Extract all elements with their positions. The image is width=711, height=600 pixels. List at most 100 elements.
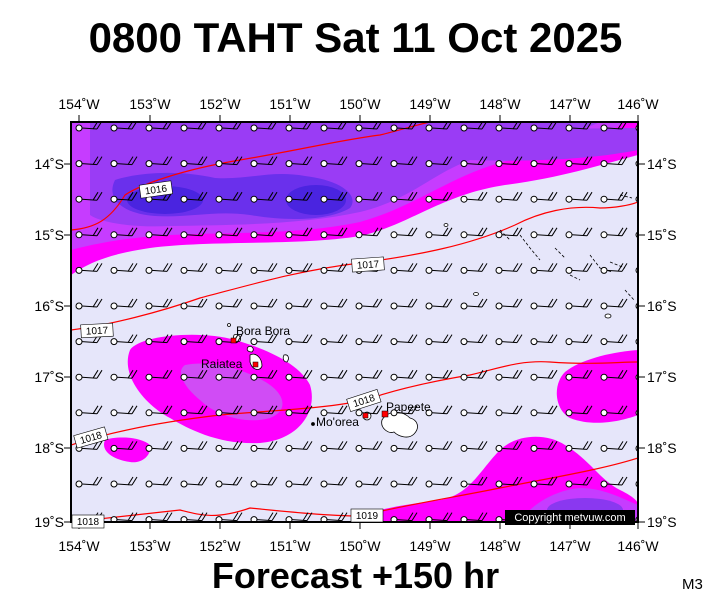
barb-feather — [341, 156, 348, 165]
wind-barb — [390, 441, 418, 452]
barb-station — [495, 231, 503, 239]
barb-feather — [127, 298, 134, 308]
barb-staff — [326, 412, 343, 415]
barb-station — [495, 444, 503, 452]
barb-station — [320, 231, 328, 239]
barb-feather — [411, 263, 418, 272]
barb-staff — [221, 234, 238, 237]
wind-barb — [425, 441, 453, 452]
barb-feather — [586, 263, 593, 272]
barb-feather — [481, 476, 488, 486]
barb-feather — [197, 227, 204, 237]
wind-barb — [425, 334, 453, 346]
barb-staff — [466, 412, 483, 415]
barb-staff — [186, 163, 203, 166]
wind-barb — [285, 156, 313, 168]
barb-feather — [617, 405, 624, 415]
barb-staff — [256, 412, 273, 415]
barb-station — [250, 160, 258, 168]
barb-station — [530, 480, 538, 488]
barb-feather — [512, 263, 519, 272]
barb-feather — [477, 369, 484, 379]
barb-feather — [197, 191, 204, 201]
barb-feather — [376, 156, 383, 165]
barb-feather — [653, 335, 658, 343]
barb-station — [285, 409, 293, 417]
barb-staff — [571, 447, 588, 450]
barb-staff — [431, 163, 448, 166]
wind-barb — [600, 156, 628, 168]
barb-staff — [501, 269, 518, 272]
wind-barb — [250, 263, 278, 274]
wind-barb — [110, 298, 138, 310]
wind-barb — [320, 191, 348, 203]
barb-feather — [127, 334, 134, 343]
wind-barb — [530, 263, 558, 274]
barb-staff — [501, 127, 518, 130]
barb-feather — [586, 156, 593, 165]
barb-feather — [582, 263, 589, 272]
barb-feather — [131, 405, 138, 415]
isobar-1019 — [71, 457, 638, 522]
barb-staff — [291, 234, 308, 237]
bora-bora-marker — [230, 337, 237, 344]
barb-feather — [162, 441, 169, 450]
wind-barb — [215, 227, 243, 239]
wind-barb — [355, 227, 383, 239]
barb-station — [215, 302, 223, 310]
wind-barb — [460, 441, 488, 452]
lat-label: 14˚S — [647, 156, 677, 172]
wind-barb — [460, 334, 488, 346]
barb-feather — [657, 121, 662, 129]
barb-feather — [232, 512, 239, 521]
barb-feather — [372, 405, 379, 415]
barb-feather — [551, 263, 558, 272]
barb-station — [460, 195, 468, 203]
barb-feather — [236, 298, 243, 308]
barb-feather — [92, 263, 99, 272]
place-label-bora-bora: Bora Bora — [236, 324, 290, 338]
barb-feather — [337, 263, 344, 272]
barb-feather — [271, 227, 278, 237]
barb-feather — [306, 441, 313, 450]
barb-staff — [606, 127, 623, 130]
barb-feather — [407, 156, 414, 165]
barb-station — [75, 160, 83, 168]
wind-barb — [285, 122, 312, 132]
barb-feather — [547, 298, 554, 308]
wind-barb — [390, 512, 418, 522]
barb-feather — [201, 476, 208, 486]
wind-barb — [565, 476, 593, 488]
barb-feather — [551, 369, 558, 379]
barb-feather — [96, 298, 103, 308]
barb-staff — [431, 269, 448, 272]
barb-staff — [256, 163, 273, 166]
wind-barb — [495, 156, 523, 168]
barb-feather — [236, 334, 243, 343]
barb-feather — [162, 334, 169, 343]
barb-feather — [551, 441, 558, 450]
isobar-label-text: 1018 — [77, 517, 100, 528]
barb-feather — [341, 441, 348, 450]
wind-barb — [600, 334, 628, 346]
barb-staff — [466, 127, 483, 130]
barb-station — [180, 266, 188, 274]
barb-staff — [151, 412, 168, 415]
tuamotu-atolls — [499, 194, 635, 301]
barb-feather — [271, 405, 278, 415]
wind-barb — [565, 334, 593, 346]
barb-feather — [197, 263, 204, 272]
barb-staff — [186, 483, 203, 486]
barb-feather — [551, 334, 558, 343]
wind-barb — [75, 369, 103, 381]
barb-station — [565, 302, 573, 310]
barb-station — [320, 195, 328, 203]
barb-feather — [166, 334, 173, 343]
barb-station — [250, 516, 258, 522]
barb-staff — [256, 234, 273, 237]
lat-label: 17˚S — [34, 369, 64, 385]
barb-feather — [586, 369, 593, 379]
barb-staff — [256, 127, 273, 130]
barb-staff — [501, 412, 518, 415]
barb-station — [145, 373, 153, 381]
